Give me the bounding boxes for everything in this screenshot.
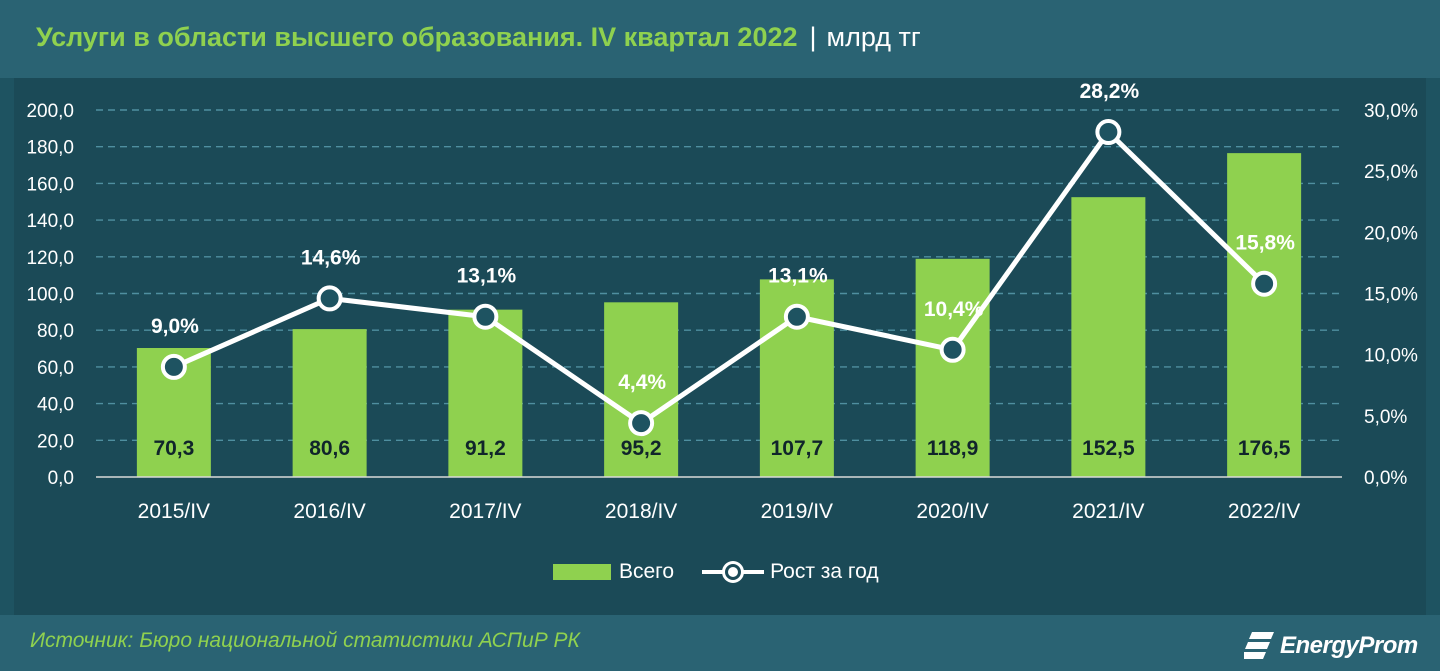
category-labels: 2015/IV 2016/IV 2017/IV 2018/IV 2019/IV 2020/… <box>138 500 1301 523</box>
growth-point <box>1095 119 1122 146</box>
left-tick-label: 100,0 <box>26 285 74 306</box>
category-label: 2015/IV <box>138 500 210 523</box>
energyprom-logo-icon <box>1244 632 1274 659</box>
gridlines <box>96 109 1342 441</box>
left-tick-label: 40,0 <box>37 395 74 416</box>
growth-value-label: 9,0% <box>151 315 199 338</box>
bar-value-label: 91,2 <box>465 437 506 460</box>
legend-line-label: Рост за год <box>770 560 879 583</box>
right-tick-label: 25,0% <box>1364 162 1418 183</box>
category-label: 2020/IV <box>916 500 988 523</box>
bar <box>915 258 990 477</box>
right-tick-label: 0,0% <box>1364 468 1407 489</box>
growth-point <box>939 336 966 363</box>
left-axis-ticks: 0,0 20,0 40,0 60,0 80,0 100,0 120,0 140,0 160,0 1… <box>26 101 74 489</box>
growth-line <box>172 129 1266 426</box>
left-tick-label: 60,0 <box>37 358 74 379</box>
left-tick-label: 120,0 <box>26 248 74 269</box>
right-tick-label: 10,0% <box>1364 346 1418 367</box>
growth-value-label: 14,6% <box>301 246 361 269</box>
left-tick-label: 200,0 <box>26 101 74 122</box>
bar <box>1227 153 1302 477</box>
category-label: 2019/IV <box>761 500 833 523</box>
category-label: 2022/IV <box>1228 500 1300 523</box>
bar-value-label: 80,6 <box>309 437 350 460</box>
bar-series <box>136 153 1302 477</box>
growth-value-label: 13,1% <box>768 265 828 288</box>
line-series <box>160 119 1278 437</box>
line-value-labels: 9,0% 14,6% 13,1% 4,4% 13,1% 10,4% 28,2% 15,8% <box>151 80 1295 394</box>
plot-area <box>14 78 1426 615</box>
bar-value-label: 118,9 <box>927 437 978 460</box>
legend: Всего Рост за год <box>553 558 879 586</box>
left-tick-label: 80,0 <box>37 321 74 342</box>
right-tick-label: 20,0% <box>1364 223 1418 244</box>
growth-value-label: 13,1% <box>457 265 517 288</box>
bar <box>292 329 367 477</box>
growth-point <box>160 353 187 380</box>
legend-bar-swatch <box>553 564 611 580</box>
right-axis-ticks: 0,0% 5,0% 10,0% 15,0% 20,0% 25,0% 30,0% <box>1364 101 1418 489</box>
bar-value-label: 70,3 <box>153 437 194 460</box>
category-label: 2017/IV <box>449 500 521 523</box>
bar <box>604 302 679 477</box>
bar <box>448 309 523 477</box>
footer-band <box>0 615 1440 671</box>
legend-line-swatch <box>702 558 765 586</box>
right-tick-label: 15,0% <box>1364 285 1418 306</box>
bar-value-labels: 70,3 80,6 91,2 95,2 107,7 118,9 152,5 176,5 <box>153 437 1290 460</box>
source-note: Источник: Бюро национальной статистики А… <box>30 629 580 652</box>
left-tick-label: 20,0 <box>37 431 74 452</box>
bar-value-label: 176,5 <box>1238 437 1291 460</box>
chart-title-text: Услуги в области высшего образования. IV… <box>36 22 798 52</box>
left-tick-label: 140,0 <box>26 211 74 232</box>
bar-value-label: 95,2 <box>621 437 662 460</box>
growth-value-label: 4,4% <box>618 371 666 394</box>
growth-value-label: 15,8% <box>1235 232 1295 255</box>
category-label: 2021/IV <box>1072 500 1144 523</box>
header-band <box>0 0 1440 78</box>
growth-value-label: 10,4% <box>924 298 984 321</box>
title-separator: | <box>809 22 817 52</box>
right-tick-label: 30,0% <box>1364 101 1418 122</box>
growth-point <box>783 303 810 330</box>
growth-point <box>628 410 655 437</box>
bar-value-label: 107,7 <box>771 437 824 460</box>
left-tick-label: 180,0 <box>26 138 74 159</box>
category-label: 2016/IV <box>293 500 365 523</box>
growth-point <box>1251 270 1278 297</box>
growth-point <box>472 303 499 330</box>
chart-title: Услуги в области высшего образования. IV… <box>36 22 921 53</box>
category-label: 2018/IV <box>605 500 677 523</box>
bar <box>1071 197 1146 477</box>
growth-point <box>316 285 343 312</box>
right-tick-label: 5,0% <box>1364 407 1407 428</box>
chart-unit: млрд тг <box>826 22 921 52</box>
left-tick-label: 0,0 <box>48 468 74 489</box>
logo-text: EnergyProm <box>1280 632 1418 659</box>
legend-bar-label: Всего <box>619 560 675 583</box>
growth-value-label: 28,2% <box>1080 80 1140 103</box>
left-tick-label: 160,0 <box>26 174 74 195</box>
bar-value-label: 152,5 <box>1082 437 1135 460</box>
